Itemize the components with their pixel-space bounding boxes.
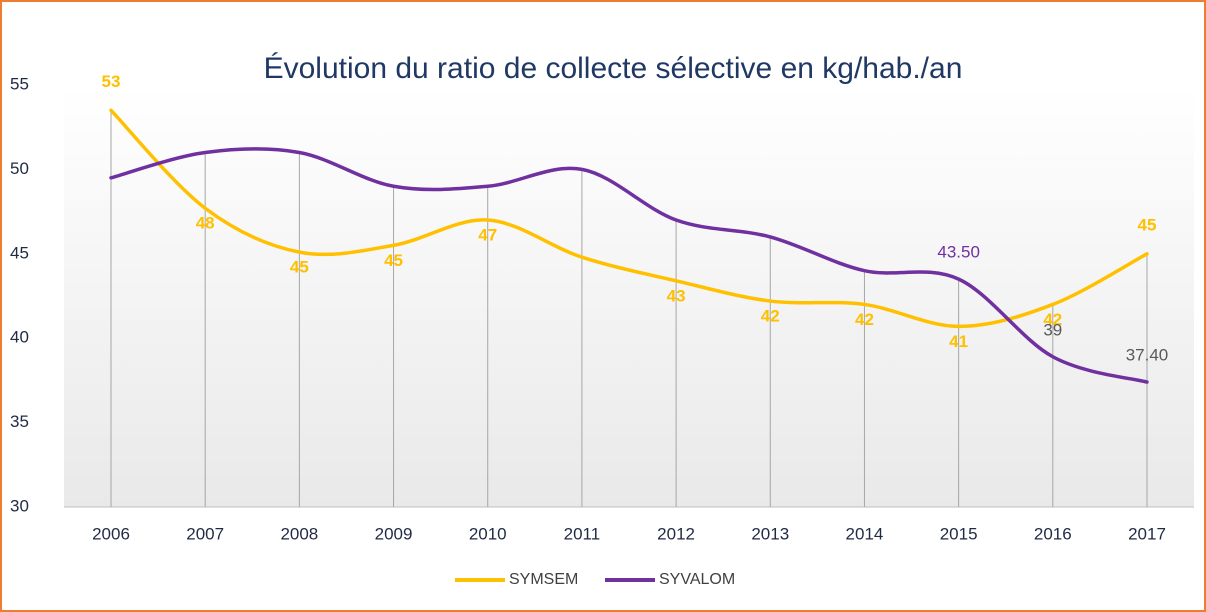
data-label: 45 <box>290 258 309 277</box>
x-tick-label: 2012 <box>657 524 695 543</box>
x-tick-label: 2017 <box>1128 524 1166 543</box>
x-tick-label: 2007 <box>186 524 224 543</box>
y-tick-label: 30 <box>10 496 29 515</box>
data-label: 41 <box>949 332 968 351</box>
x-tick-label: 2008 <box>280 524 318 543</box>
legend-label: SYVALOM <box>659 571 735 588</box>
data-label: 53 <box>102 72 121 91</box>
x-tick-label: 2011 <box>564 524 601 543</box>
y-tick-label: 50 <box>10 159 29 178</box>
x-tick-label: 2014 <box>846 524 884 543</box>
x-tick-label: 2016 <box>1034 524 1072 543</box>
x-tick-label: 2009 <box>375 524 413 543</box>
x-tick-label: 2015 <box>940 524 978 543</box>
y-tick-label: 55 <box>10 74 29 93</box>
data-label: 45 <box>384 251 403 270</box>
data-label: 39 <box>1043 320 1062 339</box>
data-label: 42 <box>1043 310 1062 329</box>
y-tick-label: 40 <box>10 328 29 347</box>
x-tick-label: 2010 <box>469 524 507 543</box>
y-tick-label: 35 <box>10 412 29 431</box>
data-label: 45 <box>1138 215 1157 234</box>
data-label: 47 <box>478 226 497 245</box>
legend-label: SYMSEM <box>509 571 578 588</box>
data-label: 43.50 <box>937 243 980 262</box>
data-label: 43 <box>667 286 686 305</box>
series-line <box>109 108 1149 329</box>
data-label: 42 <box>855 310 874 329</box>
plot-area <box>64 85 1194 507</box>
y-tick-label: 45 <box>10 243 29 262</box>
data-label: 37.40 <box>1126 346 1169 365</box>
data-label: 42 <box>761 307 780 326</box>
x-tick-label: 2006 <box>92 524 130 543</box>
data-label: 48 <box>196 214 215 233</box>
chart-title: Évolution du ratio de collecte sélective… <box>264 52 963 85</box>
series-line <box>109 147 1149 384</box>
x-tick-label: 2013 <box>751 524 789 543</box>
